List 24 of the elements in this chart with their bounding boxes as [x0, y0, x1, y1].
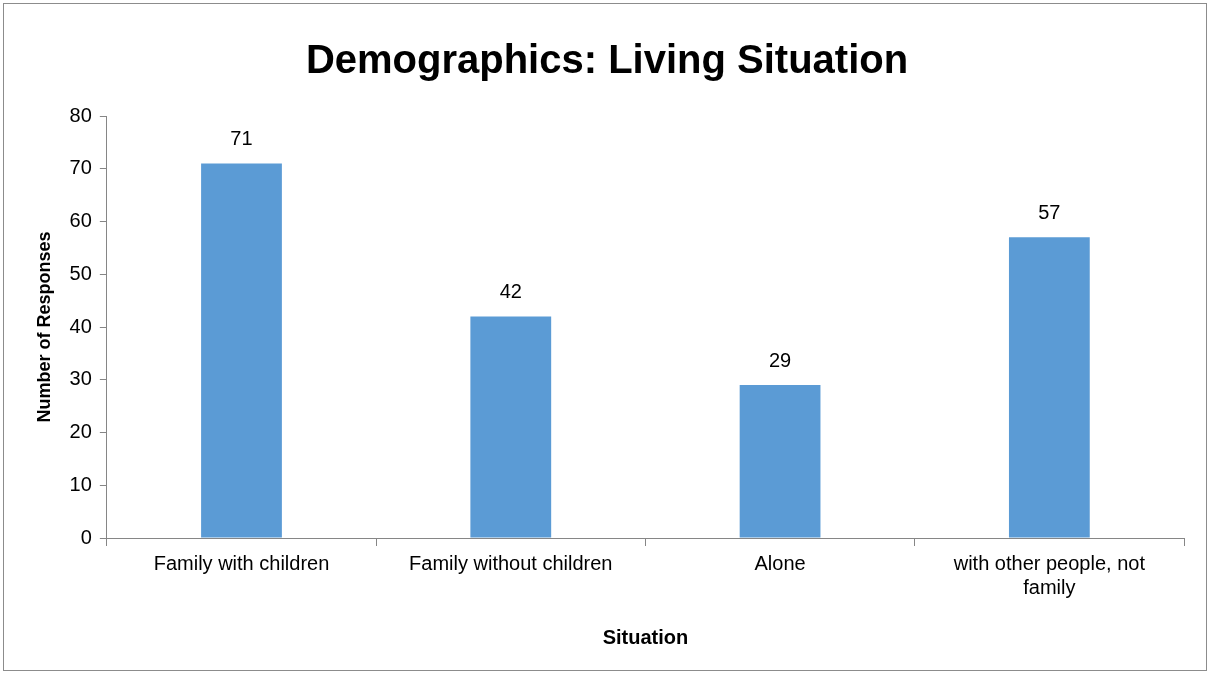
x-tick-label: Family with children: [153, 551, 330, 574]
x-axis-title: Situation: [602, 625, 689, 648]
bar: [1008, 237, 1090, 538]
y-tick-label: 40: [69, 314, 92, 337]
bar: [201, 163, 282, 538]
x-tick-label: Alone: [754, 551, 806, 574]
y-tick-label: 20: [69, 420, 92, 443]
y-tick-label: 30: [69, 367, 92, 390]
y-axis-title: Number of Responses: [33, 231, 54, 423]
y-tick-label: 0: [80, 525, 92, 548]
bar: [739, 385, 821, 538]
y-tick-label: 60: [69, 209, 92, 232]
data-label: 29: [768, 348, 792, 371]
bar: [470, 316, 552, 538]
x-tick-label: Family without children: [409, 551, 613, 574]
y-tick-label: 10: [69, 472, 92, 495]
chart-title: Demographics: Living Situation: [305, 37, 909, 82]
y-tick-label: 80: [69, 103, 92, 126]
y-tick-label: 50: [69, 261, 92, 284]
x-tick-label: with other people, not family: [952, 551, 1146, 598]
data-label: 71: [230, 126, 253, 149]
data-label: 57: [1038, 200, 1061, 223]
y-tick-label: 70: [69, 156, 92, 179]
data-label: 42: [499, 279, 522, 302]
